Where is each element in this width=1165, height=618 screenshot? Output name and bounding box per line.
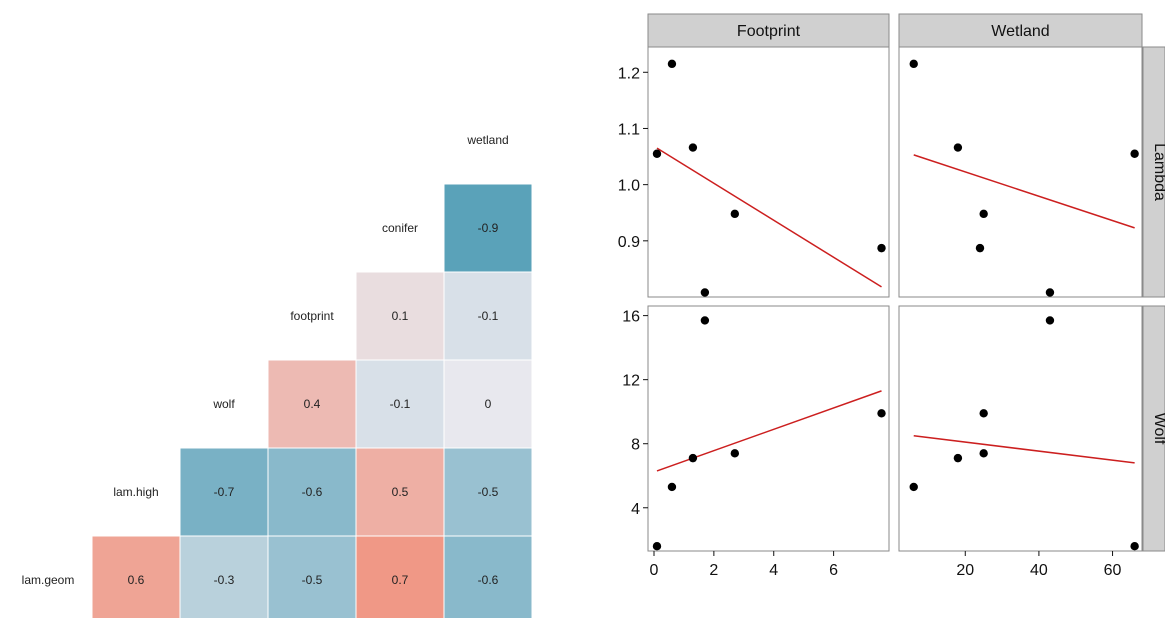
correlation-heatmap: 0.6 -0.3 -0.5 0.7 -0.6 -0.7 -0.6 0.5 -0.5 0.4 -0.1… [22, 133, 533, 618]
scatter-point [652, 149, 662, 158]
heatmap-cell-value: 0.4 [304, 397, 321, 411]
y-tick-label: 16 [622, 309, 640, 326]
x-tick-label: 40 [1030, 562, 1048, 579]
heatmap-cell-value: 0.1 [392, 309, 409, 323]
heatmap-cell-value: -0.1 [390, 397, 411, 411]
scatter-point [667, 482, 677, 492]
scatter-point [975, 243, 985, 253]
heatmap-cell-value: -0.7 [214, 485, 235, 499]
scatter-point [1130, 149, 1139, 158]
heatmap-cell-value: 0.5 [392, 485, 409, 499]
x-tick-label: 2 [709, 562, 718, 579]
heatmap-cell [355, 271, 445, 361]
panel-footprint-wolf [647, 305, 890, 552]
heatmap-cell [443, 447, 533, 537]
y-tick-label: 12 [622, 373, 640, 390]
panel-wetland-wolf [898, 305, 1143, 552]
heatmap-cell-value: -0.9 [478, 221, 499, 235]
facet-strip-footprint [647, 13, 890, 48]
scatter-point [979, 409, 988, 418]
facet-strip-wolf [1142, 305, 1165, 552]
panel-wetland-lambda [898, 46, 1143, 298]
scatter-point [667, 59, 677, 69]
heatmap-cell-value: -0.5 [302, 573, 323, 587]
heatmap-cell-value: 0 [485, 397, 492, 411]
heatmap-cell-value: 0.7 [392, 573, 409, 587]
heatmap-cell-value: -0.6 [302, 485, 323, 499]
scatter-point [688, 453, 698, 463]
y-tick-label: 4 [631, 501, 640, 518]
y-tick-label: 1.0 [618, 178, 640, 195]
heatmap-cell-value: -0.3 [214, 573, 235, 587]
heatmap-cell-value: 0.6 [128, 573, 145, 587]
facet-strip-lambda [1142, 46, 1165, 298]
regression-line [656, 147, 882, 288]
x-tick-label: 20 [956, 562, 974, 579]
scatter-point [1045, 316, 1055, 325]
scatter-point [979, 449, 988, 458]
scatter-point [730, 449, 740, 458]
variable-label: lam.geom [22, 573, 75, 587]
scatter-point [688, 143, 698, 152]
regression-line [913, 154, 1135, 229]
y-tick-label: 0.9 [618, 234, 640, 251]
heatmap-cell [355, 359, 445, 449]
facet-strip-wetland [898, 13, 1143, 48]
facet-strip-label: Lambda [1151, 143, 1165, 201]
regression-line [913, 434, 1135, 464]
heatmap-cell [443, 183, 533, 273]
scatter-point [877, 243, 886, 253]
scatter-point [730, 209, 740, 219]
heatmap-cell [355, 447, 445, 537]
scatter-point [1130, 541, 1139, 551]
facet-strip-label: Footprint [737, 23, 801, 40]
heatmap-cell-value: -0.6 [478, 573, 499, 587]
facet-strip-label: Wolf [1151, 413, 1165, 445]
heatmap-cell [267, 535, 357, 618]
scatter-point [1045, 288, 1055, 297]
heatmap-cell-value: -0.5 [478, 485, 499, 499]
variable-label: conifer [382, 221, 418, 235]
scatter-point [953, 143, 963, 152]
y-tick-label: 8 [631, 437, 640, 454]
scatter-point [652, 541, 662, 551]
scatter-point [700, 288, 710, 297]
variable-label: wetland [466, 133, 508, 147]
heatmap-cell [443, 359, 533, 449]
scatter-point [877, 409, 886, 418]
x-tick-label: 4 [769, 562, 778, 579]
scatter-point [909, 59, 918, 69]
x-tick-label: 0 [650, 562, 659, 579]
heatmap-cell [443, 271, 533, 361]
scatter-point [953, 453, 963, 463]
y-tick-label: 1.1 [618, 121, 640, 138]
y-tick-label: 1.2 [618, 65, 640, 82]
variable-label: lam.high [113, 485, 158, 499]
x-tick-label: 60 [1104, 562, 1122, 579]
heatmap-cell [179, 535, 269, 618]
heatmap-cell [355, 535, 445, 618]
heatmap-cell [179, 447, 269, 537]
scatter-point [700, 316, 710, 325]
scatter-point [909, 482, 918, 492]
heatmap-cell [443, 535, 533, 618]
x-tick-label: 6 [829, 562, 838, 579]
variable-label: footprint [290, 309, 334, 323]
faceted-scatter-plot: Footprint Wetland Lambda Wolf 0.9 1.0 1.1 1.2 4 8… [618, 13, 1165, 579]
scatter-point [979, 209, 988, 219]
panel-footprint-lambda [647, 46, 890, 298]
heatmap-cell [91, 535, 181, 618]
heatmap-cell-value: -0.1 [478, 309, 499, 323]
heatmap-cell [267, 447, 357, 537]
variable-label: wolf [212, 397, 235, 411]
facet-strip-label: Wetland [991, 23, 1049, 40]
